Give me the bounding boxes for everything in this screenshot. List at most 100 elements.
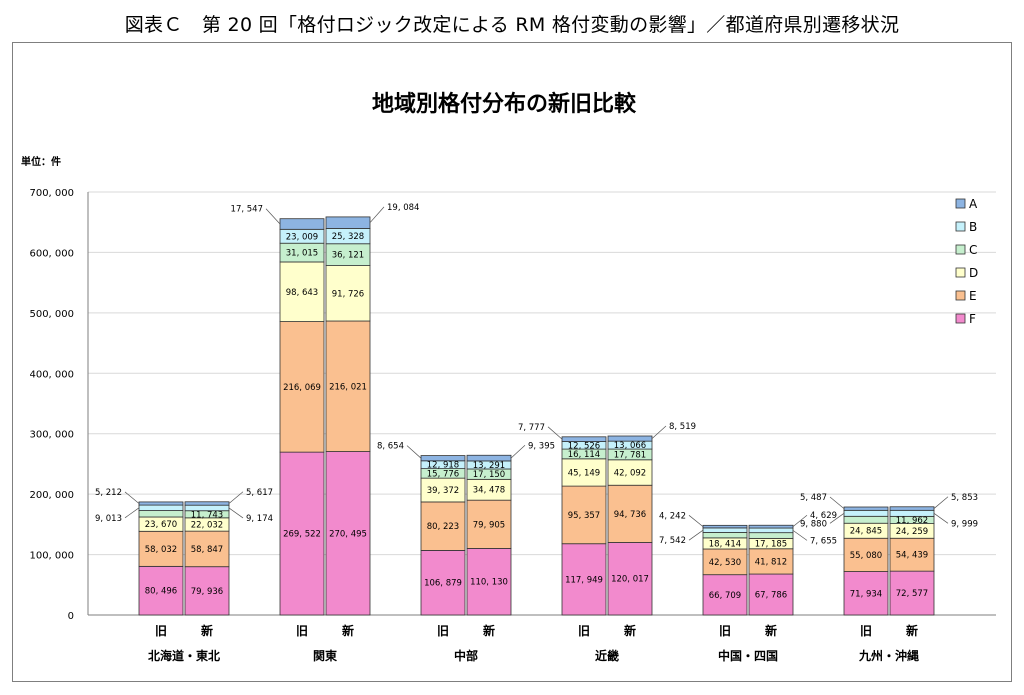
- segment-label-b: 23, 009: [286, 232, 318, 242]
- segment-label-d: 23, 670: [145, 520, 177, 530]
- leader-label-b: 9, 880: [800, 519, 827, 529]
- bar-segment-f: [184, 566, 230, 616]
- leader-label-a: 7, 777: [518, 423, 545, 433]
- bar-segment-b: [702, 527, 748, 533]
- legend-swatch-d: [955, 267, 966, 278]
- segment-label-d: 24, 259: [896, 527, 928, 537]
- x-sub-label: 新: [201, 623, 213, 638]
- segment-label-e: 58, 032: [145, 545, 177, 555]
- bar-segment-f: [561, 543, 607, 616]
- segment-label-e: 54, 439: [896, 551, 928, 561]
- leader-label-b: 7, 655: [810, 536, 837, 546]
- region-group: 80, 496 58, 032 23, 670 9, 013 5, 212 79, 936…: [95, 488, 273, 616]
- x-sub-label: 新: [906, 623, 918, 638]
- bar-segment-f: [607, 542, 653, 616]
- x-sub-label: 旧: [860, 624, 872, 638]
- bar-segment-f: [420, 550, 466, 616]
- leader-line-b: [792, 530, 808, 541]
- bar-segment-f: [466, 548, 512, 616]
- bar-segment-f: [325, 451, 371, 616]
- leader-line-b: [933, 513, 949, 524]
- bar-segment-e: [138, 530, 184, 567]
- segment-label-e: 58, 847: [191, 545, 223, 555]
- leader-line-a: [510, 444, 526, 459]
- leader-line-b: [124, 507, 140, 519]
- segment-label-e: 216, 021: [329, 382, 367, 392]
- segment-label-c: 17, 781: [614, 450, 646, 460]
- segment-label-e: 41, 812: [755, 557, 787, 567]
- y-tick-label: 0: [68, 611, 74, 622]
- bar-segment-a: [184, 501, 230, 506]
- bar-segment-f: [279, 451, 325, 616]
- leader-label-a: 5, 617: [246, 488, 273, 498]
- segment-label-b: 13, 291: [473, 461, 505, 471]
- region-group: 66, 709 42, 530 18, 414 7, 542 4, 242 67, 786…: [659, 511, 837, 616]
- legend-swatch-e: [955, 290, 966, 301]
- segment-label-f: 67, 786: [755, 591, 787, 601]
- bar-segment-d: [279, 261, 325, 322]
- legend-label-d: D: [969, 266, 978, 280]
- leader-label-a: 4, 629: [810, 511, 837, 521]
- legend-label-c: C: [969, 243, 977, 257]
- stacked-bar-chart: 地域別格付分布の新旧比較 単位：件 0 100, 000 200, 000 300, …: [21, 91, 996, 663]
- segment-label-c: 17, 150: [473, 470, 505, 480]
- bar-segment-b: [843, 509, 889, 517]
- leader-label-b: 9, 999: [951, 519, 978, 529]
- y-tick-label: 700, 000: [29, 188, 74, 199]
- x-axis-labels: 旧新北海道・東北旧 新関東旧 新中部旧 新近畿旧 新中国・四国旧 新九州・沖縄: [148, 623, 919, 663]
- segment-label-f: 80, 496: [145, 587, 177, 597]
- segment-label-e: 42, 530: [709, 558, 741, 568]
- bar-segment-c: [702, 532, 748, 539]
- legend-label-f: F: [969, 312, 976, 326]
- leader-label-b: 9, 174: [246, 514, 273, 524]
- bar-segment-c: [138, 510, 184, 518]
- segment-label-d: 91, 726: [332, 289, 364, 299]
- segment-label-d: 18, 414: [709, 539, 741, 549]
- chart-title: 地域別格付分布の新旧比較: [372, 91, 637, 117]
- legend-swatch-a: [955, 198, 966, 209]
- leader-line-a: [933, 496, 949, 509]
- x-sub-label: 新: [624, 623, 636, 638]
- bar-segment-a: [748, 524, 794, 529]
- leader-line-b: [228, 507, 244, 519]
- segment-label-f: 71, 934: [850, 589, 882, 599]
- bar-segment-c: [748, 532, 794, 539]
- leader-line-a: [547, 426, 563, 440]
- segment-label-e: 55, 080: [850, 551, 882, 561]
- bar-segment-e: [420, 501, 466, 551]
- segment-label-d: 34, 478: [473, 486, 505, 496]
- leader-line-a: [124, 491, 140, 504]
- x-sub-label: 旧: [296, 624, 308, 638]
- leader-label-a: 5, 853: [951, 493, 978, 503]
- region-label: 九州・沖縄: [858, 648, 919, 663]
- bar-segment-f: [889, 570, 935, 616]
- bar-groups: 80, 496 58, 032 23, 670 9, 013 5, 212 79, 936…: [95, 203, 978, 616]
- bar-segment-a: [138, 501, 184, 506]
- y-tick-label: 100, 000: [29, 551, 74, 562]
- bar-segment-e: [889, 537, 935, 572]
- x-sub-label: 旧: [155, 624, 167, 638]
- bar-segment-b: [138, 504, 184, 511]
- segment-label-f: 66, 709: [709, 591, 741, 601]
- segment-label-d: 22, 032: [191, 520, 223, 530]
- leader-line-a: [265, 208, 281, 225]
- y-tick-label: 500, 000: [29, 309, 74, 320]
- leader-label-a: 5, 212: [95, 488, 122, 498]
- bar-segment-e: [748, 548, 794, 575]
- segment-label-d: 17, 185: [755, 540, 787, 550]
- bar-segment-f: [138, 565, 184, 616]
- segment-label-f: 79, 936: [191, 587, 223, 597]
- legend-label-e: E: [969, 289, 977, 303]
- segment-label-e: 80, 223: [427, 522, 459, 532]
- segment-label-d: 24, 845: [850, 527, 882, 537]
- bar-segment-b: [748, 527, 794, 534]
- segment-label-e: 95, 357: [568, 511, 600, 521]
- leader-label-b: 7, 542: [659, 536, 686, 546]
- x-sub-label: 旧: [578, 624, 590, 638]
- region-label: 中国・四国: [718, 648, 778, 663]
- legend-label-a: A: [969, 197, 978, 211]
- leader-label-a: 8, 654: [377, 442, 404, 452]
- leader-line-a: [369, 206, 385, 223]
- region-label: 関東: [313, 648, 337, 663]
